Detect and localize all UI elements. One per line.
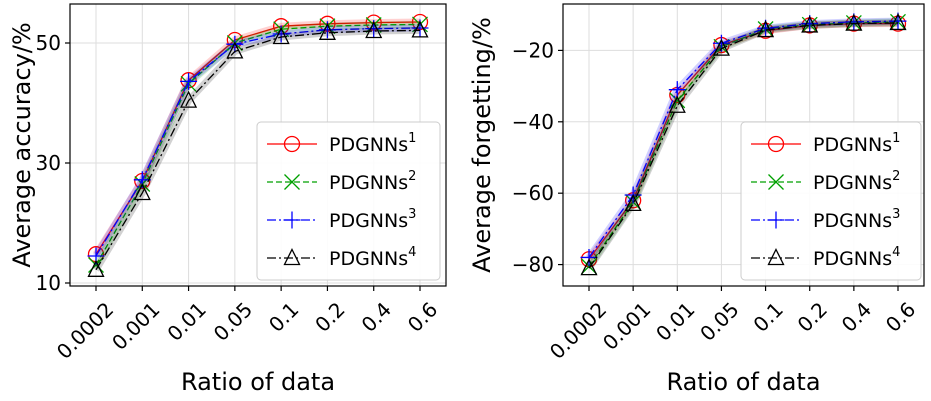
data-point	[712, 38, 730, 56]
plot-frame	[562, 3, 925, 287]
legend-marker	[768, 174, 784, 190]
x-tick-label: 0.0002	[545, 297, 611, 363]
series-line	[95, 23, 421, 266]
legend-marker	[767, 248, 785, 266]
legend-entry: PDGNNs2	[329, 169, 416, 194]
series-4	[87, 20, 429, 277]
series-3	[580, 12, 907, 266]
x-tick-label: 0.6	[403, 297, 442, 336]
data-point	[318, 22, 336, 40]
x-tick-label: 0.1	[748, 297, 787, 336]
legend-marker	[767, 135, 785, 153]
legend-marker	[284, 174, 300, 190]
x-axis-label: Ratio of data	[181, 368, 335, 396]
legend-marker	[283, 211, 301, 229]
legend-entry: PDGNNs1	[813, 131, 900, 156]
data-point	[180, 90, 198, 108]
legend-marker	[767, 211, 785, 229]
x-tick-label: 0.2	[310, 297, 349, 336]
legend-entry: PDGNNs1	[329, 131, 416, 156]
y-tick-label: 50	[36, 31, 61, 55]
series-3	[87, 19, 429, 265]
data-point	[580, 258, 598, 276]
x-tick-label: 0.4	[357, 297, 396, 336]
data-point	[411, 20, 429, 38]
x-tick-label: 0.05	[209, 297, 257, 345]
x-tick-label: 0.6	[881, 297, 920, 336]
data-point	[180, 72, 198, 90]
legend-entry: PDGNNs3	[329, 207, 416, 232]
x-tick-label: 0.05	[695, 297, 743, 345]
data-point	[87, 259, 105, 277]
data-point	[801, 15, 819, 33]
legend-box	[740, 121, 922, 281]
x-tick-label: 0.001	[598, 297, 655, 354]
data-point	[669, 92, 686, 109]
legend: PDGNNs1 PDGNNs2 PDGNNs3 PDGNNs4	[256, 121, 441, 281]
x-tick-label: 0.01	[651, 297, 699, 345]
data-point	[133, 183, 151, 201]
legend: PDGNNs1 PDGNNs2 PDGNNs3 PDGNNs4	[740, 121, 922, 281]
y-tick-label: −40	[512, 110, 554, 134]
x-tick-label: 0.1	[264, 297, 303, 336]
y-tick-label: 30	[36, 151, 61, 175]
y-tick-label: −20	[512, 38, 554, 62]
y-tick-label: −60	[512, 181, 554, 205]
series-line	[588, 22, 899, 269]
y-tick-label: 10	[36, 271, 61, 295]
data-point	[580, 248, 598, 266]
legend-marker	[283, 248, 301, 266]
data-point	[272, 27, 290, 45]
legend-entry: PDGNNs4	[329, 245, 416, 270]
series-line	[588, 21, 899, 267]
legend-box	[256, 121, 441, 281]
y-axis-label: Average forgetting/%	[468, 17, 496, 273]
x-tick-label: 0.001	[107, 297, 164, 354]
x-tick-label: 0.0002	[52, 297, 118, 363]
data-point	[226, 41, 244, 59]
legend-entry: PDGNNs4	[813, 245, 900, 270]
legend-entry: PDGNNs2	[813, 169, 900, 194]
x-tick-label: 0.01	[162, 297, 210, 345]
data-point	[757, 20, 775, 38]
x-axis-label: Ratio of data	[666, 368, 820, 396]
y-axis-label: Average accuracy/%	[8, 22, 36, 267]
data-point	[668, 95, 686, 113]
y-tick-label: −80	[512, 253, 554, 277]
data-point	[668, 81, 686, 99]
data-point	[365, 21, 383, 39]
legend-entry: PDGNNs3	[813, 207, 900, 232]
data-point	[845, 13, 863, 31]
x-tick-label: 0.4	[837, 297, 876, 336]
x-tick-label: 0.2	[793, 297, 832, 336]
series-line	[95, 27, 421, 257]
series-4	[580, 12, 907, 276]
series-line	[95, 29, 421, 271]
legend-marker	[283, 135, 301, 153]
plot-frame	[69, 3, 447, 287]
data-point	[624, 193, 642, 212]
data-point	[889, 12, 907, 31]
